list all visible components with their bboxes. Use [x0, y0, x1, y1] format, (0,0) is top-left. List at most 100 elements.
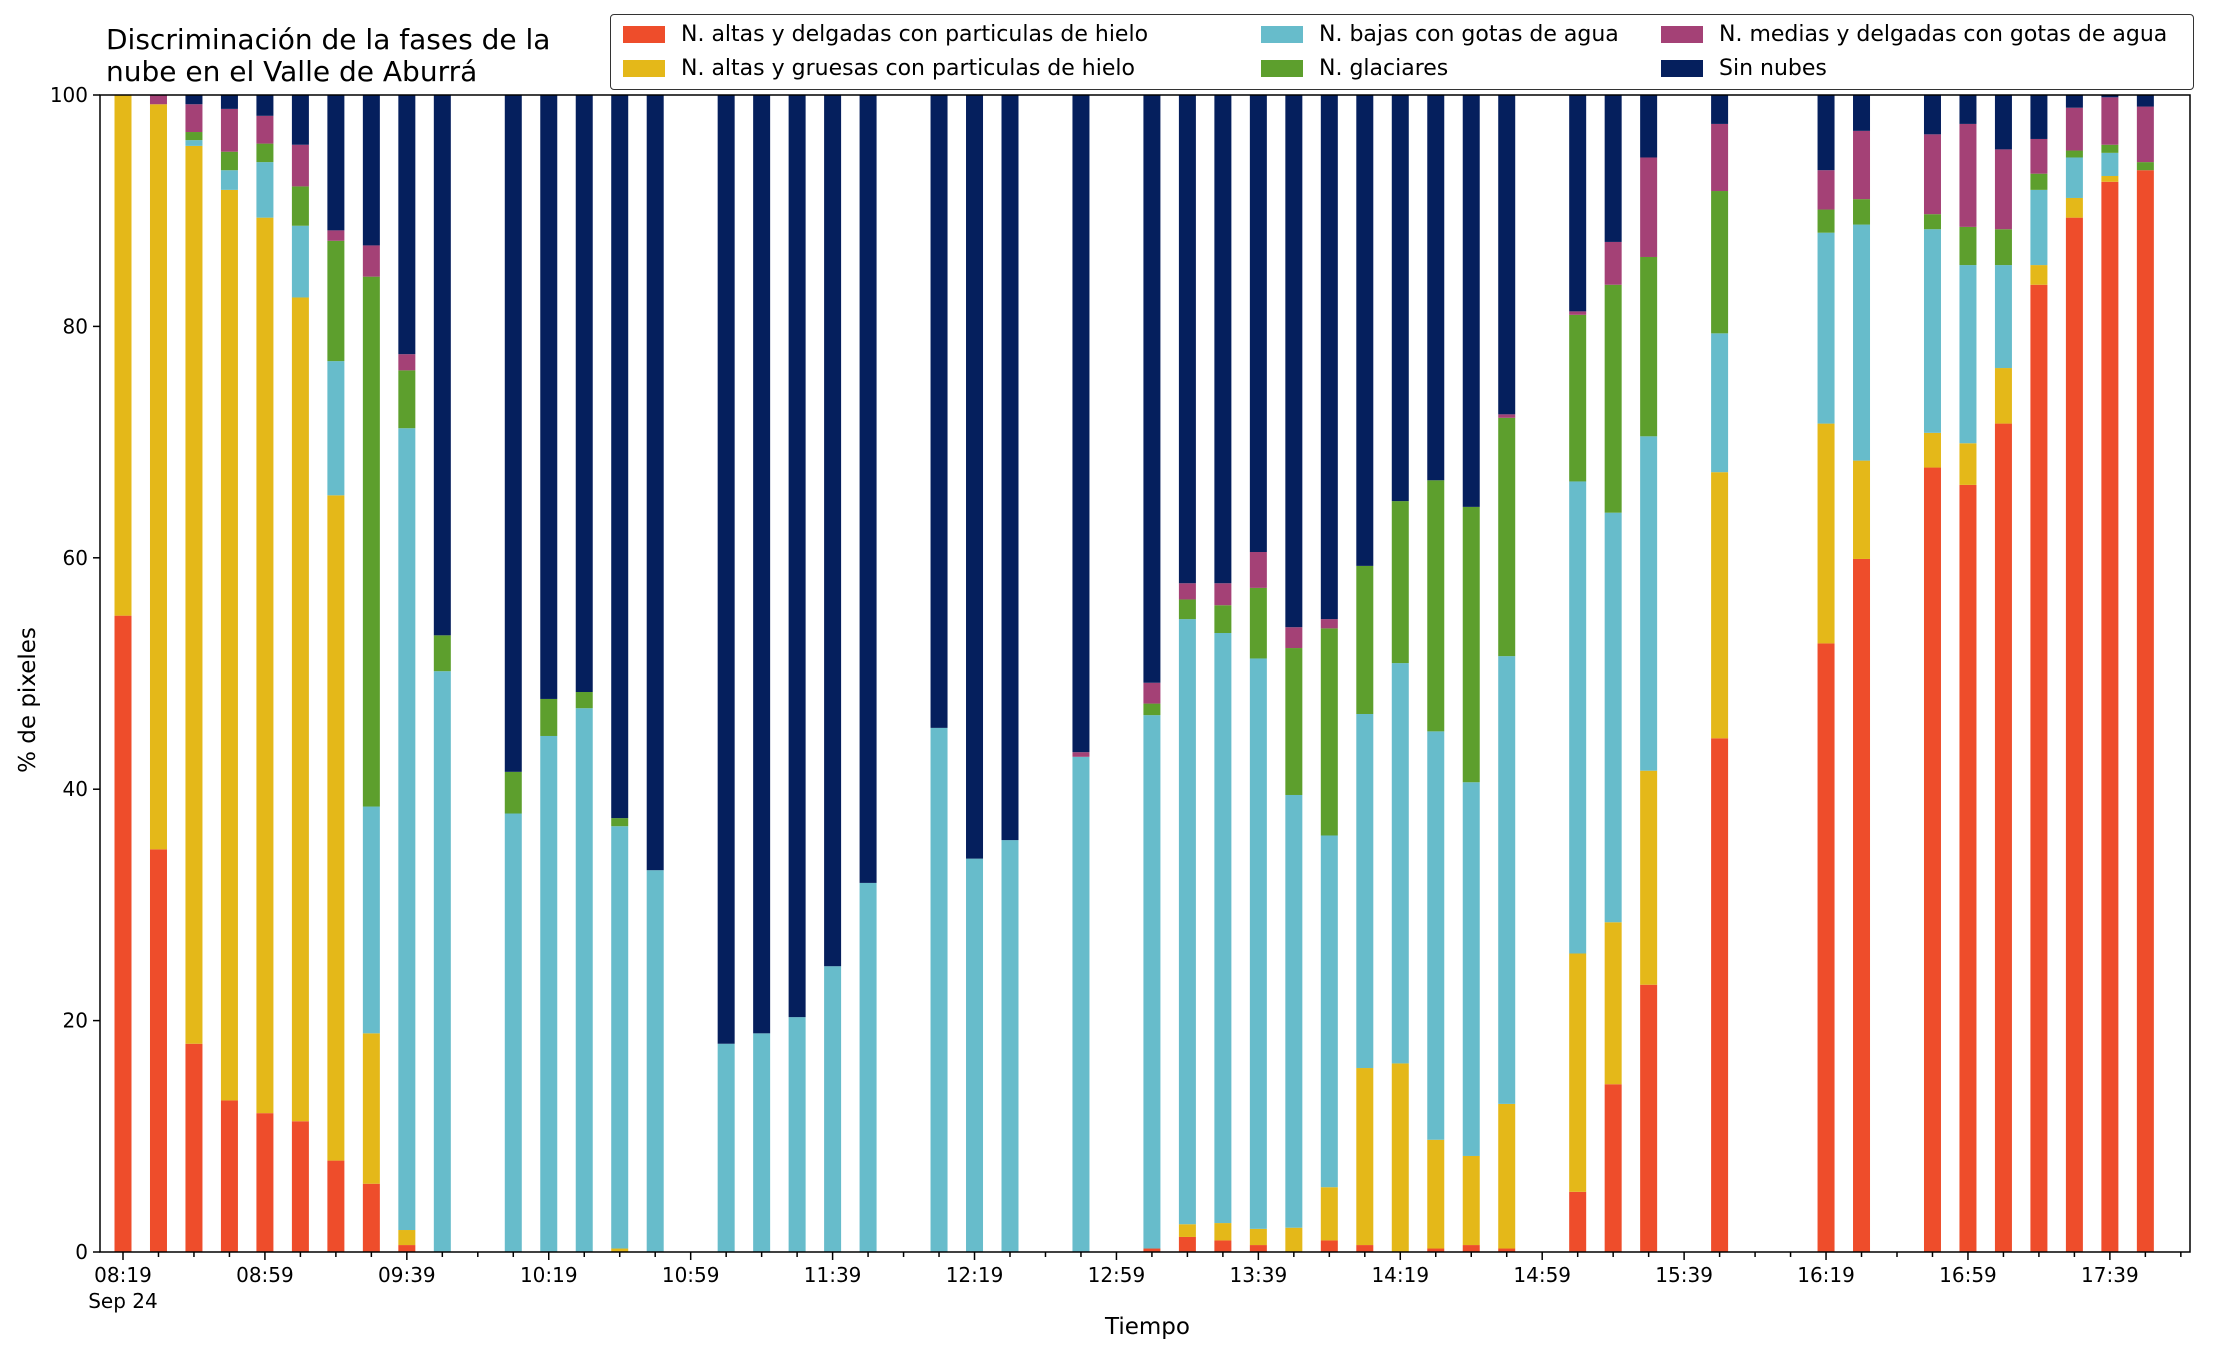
bar-segment-series-5 [824, 95, 842, 967]
bar-segment-series-2 [1143, 715, 1161, 1249]
bar-segment-series-0 [327, 1160, 345, 1252]
bar-segment-series-0 [1178, 1236, 1196, 1252]
bar-segment-series-4 [1923, 134, 1941, 215]
bar-segment-series-1 [1178, 1224, 1196, 1237]
bar-segment-series-5 [1994, 95, 2012, 150]
bar-segment-series-4 [1072, 752, 1090, 757]
bar-segment-series-3 [185, 132, 203, 141]
bar-segment-series-5 [1640, 95, 1658, 158]
legend: N. altas y delgadas con particulas de hi… [610, 14, 2194, 90]
bar-segment-series-1 [611, 1248, 629, 1252]
bar-segment-series-4 [1817, 170, 1835, 210]
bar-segment-series-1 [256, 217, 274, 1114]
x-tick-label: 10:59 [662, 1263, 720, 1287]
bar-segment-series-5 [1249, 95, 1267, 553]
bar-segment-series-2 [2101, 152, 2119, 176]
bar-segment-series-4 [1143, 682, 1161, 704]
bar-segment-series-2 [1214, 633, 1232, 1224]
y-tick-label: 100 [50, 83, 88, 107]
bar-segment-series-4 [1853, 130, 1871, 200]
bar-segment-series-1 [1569, 953, 1587, 1192]
x-tick-label: 11:39 [804, 1263, 862, 1287]
bar-segment-series-0 [114, 615, 132, 1252]
bar-segment-series-5 [1462, 95, 1480, 507]
bar-segment-series-5 [1853, 95, 1871, 131]
bar-segment-series-3 [2101, 144, 2119, 153]
legend-label: N. medias y delgadas con gotas de agua [1719, 21, 2168, 47]
bar-segment-series-1 [1640, 770, 1658, 985]
bar-segment-series-1 [362, 1033, 380, 1184]
bar-segment-series-5 [2065, 95, 2083, 108]
y-tick-label: 80 [63, 314, 88, 338]
bar-segment-series-2 [1462, 782, 1480, 1156]
bar-segment-series-2 [575, 708, 593, 1252]
bar-segment-series-2 [327, 361, 345, 496]
x-tick-label: 16:19 [1797, 1263, 1855, 1287]
bar-segment-series-0 [362, 1183, 380, 1252]
bar-segment-series-5 [966, 95, 984, 859]
bar-segment-series-0 [256, 1113, 274, 1252]
bar-segment-series-3 [1959, 226, 1977, 266]
bar-segment-series-5 [433, 95, 451, 636]
bar-segment-series-2 [1569, 481, 1587, 954]
bar-segment-series-2 [1001, 840, 1019, 1252]
bar-segment-series-5 [2101, 95, 2119, 98]
legend-item: N. altas y gruesas con particulas de hie… [623, 53, 1135, 83]
x-tick-label: 12:59 [1088, 1263, 1146, 1287]
bar-segment-series-5 [327, 95, 345, 231]
bar-segment-series-5 [504, 95, 522, 772]
legend-item: N. medias y delgadas con gotas de agua [1661, 19, 2167, 49]
legend-label: Sin nubes [1719, 55, 1827, 81]
legend-swatch [623, 59, 665, 77]
bar-segment-series-0 [1427, 1248, 1445, 1252]
x-tick-label: 08:59 [236, 1263, 294, 1287]
x-tick-label: 09:39 [378, 1263, 436, 1287]
bar-segment-series-5 [1072, 95, 1090, 753]
bar-segment-series-3 [1711, 191, 1729, 334]
bar-segment-series-5 [1391, 95, 1409, 502]
bar-segment-series-1 [1498, 1103, 1516, 1249]
bar-segment-series-3 [1178, 599, 1196, 620]
bar-segment-series-1 [1391, 1063, 1409, 1252]
bar-segment-series-3 [2136, 162, 2154, 171]
legend-label: N. altas y delgadas con particulas de hi… [681, 21, 1149, 47]
bar-segment-series-5 [1923, 95, 1941, 135]
bar-segment-series-1 [398, 1230, 416, 1246]
bar-segment-series-4 [1959, 123, 1977, 227]
bar-segment-series-1 [185, 145, 203, 1044]
bar-segment-series-3 [220, 151, 238, 171]
bar-segment-series-3 [1853, 199, 1871, 225]
bar-segment-series-1 [149, 104, 167, 850]
bar-segment-series-1 [114, 95, 132, 616]
legend-item: Sin nubes [1661, 53, 1827, 83]
bar-segment-series-3 [1356, 565, 1374, 714]
bar-segment-series-3 [327, 240, 345, 362]
bar-segment-series-1 [1604, 922, 1622, 1085]
bar-segment-series-3 [611, 818, 629, 827]
bar-segment-series-1 [1249, 1228, 1267, 1246]
x-tick-label: 14:19 [1371, 1263, 1429, 1287]
bar-segment-series-3 [1923, 214, 1941, 230]
bar-segment-series-4 [1214, 583, 1232, 606]
bar-segment-series-5 [1214, 95, 1232, 584]
bar-segment-series-0 [1640, 984, 1658, 1252]
bar-segment-series-5 [1711, 95, 1729, 124]
bar-segment-series-3 [1640, 256, 1658, 437]
bar-segment-series-3 [1569, 314, 1587, 482]
bar-segment-series-5 [1143, 95, 1161, 683]
bar-segment-series-2 [611, 826, 629, 1249]
y-axis-title: % de pixeles [15, 627, 41, 773]
bar-segment-series-5 [575, 95, 593, 693]
bar-segment-series-1 [1214, 1223, 1232, 1241]
bars-layer [114, 95, 2154, 1253]
x-tick-date-label: Sep 24 [88, 1289, 158, 1313]
bar-segment-series-5 [1178, 95, 1196, 584]
bar-segment-series-2 [185, 140, 203, 146]
bar-segment-series-1 [1462, 1155, 1480, 1246]
bar-segment-series-3 [1427, 480, 1445, 732]
bar-segment-series-5 [540, 95, 558, 699]
bar-segment-series-1 [1711, 472, 1729, 739]
bar-segment-series-1 [1285, 1227, 1303, 1252]
